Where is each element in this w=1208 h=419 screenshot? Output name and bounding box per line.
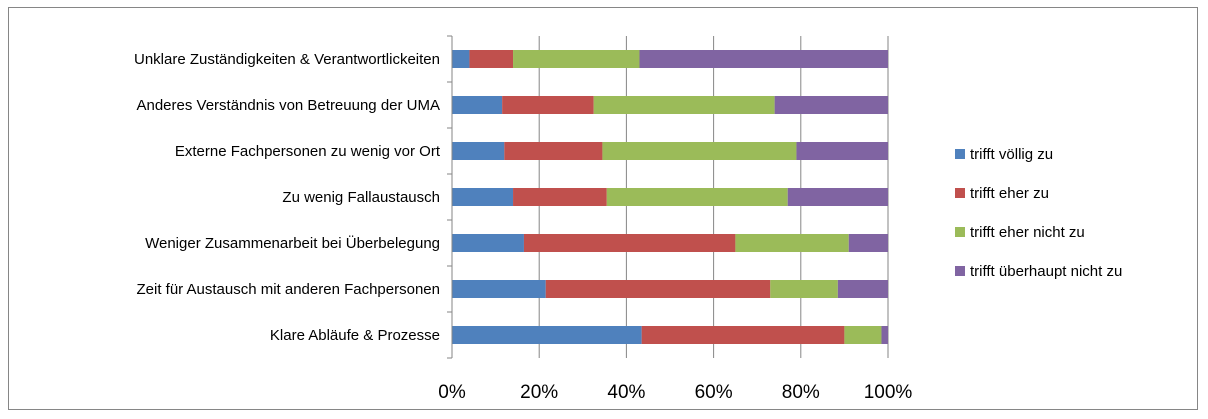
bar-segment-1-3	[513, 188, 607, 206]
category-label: Zu wenig Fallaustausch	[282, 189, 440, 206]
bar-segment-2-6	[844, 326, 882, 344]
x-tick-label: 100%	[864, 382, 913, 403]
bar-segment-0-4	[452, 234, 524, 252]
stacked-bar-chart: Unklare Zuständigkeiten & Verantwortlick…	[134, 35, 1122, 403]
category-label: Unklare Zuständigkeiten & Verantwortlick…	[134, 51, 440, 68]
legend-swatch	[955, 266, 965, 276]
bar-segment-3-2	[796, 142, 888, 160]
bar-segment-0-1	[452, 96, 503, 114]
bars	[452, 50, 888, 344]
chart-frame: Unklare Zuständigkeiten & Verantwortlick…	[8, 7, 1198, 410]
bar-segment-2-2	[602, 142, 797, 160]
bar-segment-0-2	[452, 142, 505, 160]
legend-swatch	[955, 149, 965, 159]
bar-segment-3-3	[787, 188, 888, 206]
bar-segment-0-0	[452, 50, 470, 68]
bar-segment-0-3	[452, 188, 514, 206]
bar-segment-3-1	[774, 96, 888, 114]
bar-segment-0-5	[452, 280, 546, 298]
category-label: Anderes Verständnis von Betreuung der UM…	[136, 97, 440, 114]
bar-segment-1-2	[504, 142, 603, 160]
axes	[447, 35, 453, 359]
legend-label: trifft überhaupt nicht zu	[970, 263, 1122, 280]
x-tick-label: 80%	[782, 382, 820, 403]
bar-segment-0-6	[452, 326, 642, 344]
bar-segment-1-5	[545, 280, 771, 298]
category-label: Zeit für Austausch mit anderen Fachperso…	[136, 281, 440, 298]
bar-segment-2-5	[770, 280, 838, 298]
legend-label: trifft eher nicht zu	[970, 224, 1085, 241]
bar-segment-1-4	[523, 234, 736, 252]
legend-label: trifft völlig zu	[970, 146, 1053, 163]
x-tick-label: 40%	[607, 382, 645, 403]
bar-segment-3-5	[837, 280, 888, 298]
x-tick-label: 60%	[695, 382, 733, 403]
legend-label: trifft eher zu	[970, 185, 1049, 202]
bar-segment-1-0	[469, 50, 514, 68]
category-labels: Unklare Zuständigkeiten & Verantwortlick…	[134, 51, 441, 344]
category-label: Weniger Zusammenarbeit bei Überbelegung	[145, 234, 440, 252]
bar-segment-2-1	[593, 96, 775, 114]
category-label: Externe Fachpersonen zu wenig vor Ort	[175, 143, 441, 160]
bar-segment-3-6	[881, 326, 888, 344]
bar-segment-2-4	[735, 234, 849, 252]
bar-segment-3-0	[639, 50, 888, 68]
legend-swatch	[955, 227, 965, 237]
legend: trifft völlig zu trifft eher zu trifft ehe…	[955, 146, 1122, 280]
category-label: Klare Abläufe & Prozesse	[270, 327, 440, 344]
bar-segment-1-6	[641, 326, 845, 344]
x-tick-label: 0%	[438, 382, 466, 403]
bar-segment-2-0	[513, 50, 640, 68]
bar-segment-1-1	[502, 96, 594, 114]
x-tick-label: 20%	[520, 382, 558, 403]
bar-segment-3-4	[848, 234, 888, 252]
legend-swatch	[955, 188, 965, 198]
x-tick-labels: 0% 20% 40% 60% 80% 100%	[438, 382, 912, 403]
bar-segment-2-3	[606, 188, 788, 206]
